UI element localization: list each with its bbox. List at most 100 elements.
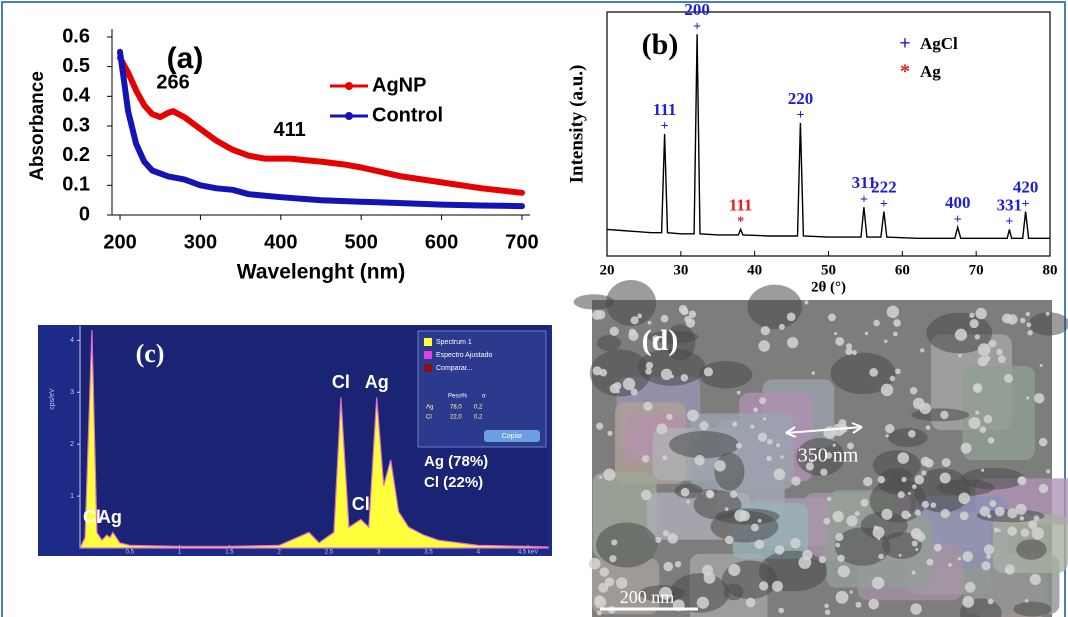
grain (962, 366, 1034, 460)
legend-marker (345, 112, 353, 120)
inset-swatch (424, 351, 432, 359)
inset-item: Comparar... (436, 365, 473, 372)
particle (730, 491, 737, 498)
inset-cell: 0,2 (474, 405, 483, 411)
particle (767, 439, 773, 445)
particle (885, 424, 894, 433)
particle (746, 598, 756, 608)
particle (663, 530, 669, 536)
particle (881, 509, 892, 520)
particle (978, 343, 991, 356)
particle (973, 383, 983, 393)
peak-marker: + (693, 19, 701, 34)
particle (681, 488, 690, 497)
shadow (888, 428, 928, 447)
particle (996, 349, 1002, 355)
shadow (596, 523, 657, 568)
y-tick-label: 0.2 (62, 144, 90, 166)
particle (780, 455, 783, 458)
particle (662, 455, 667, 460)
inset-item: Espectro Ajustado (436, 352, 493, 359)
peak-marker: + (1022, 197, 1030, 212)
particle (714, 460, 725, 471)
particle (600, 567, 610, 577)
y-tick-label: 4 (70, 337, 74, 344)
particle (873, 320, 880, 327)
particle (791, 476, 800, 485)
particle (968, 417, 980, 429)
particle (941, 509, 950, 518)
shadow (1016, 539, 1046, 560)
particle (975, 334, 980, 339)
legend-marker (345, 82, 353, 90)
composition-label: Ag (78%) (424, 453, 488, 470)
particle (655, 537, 661, 543)
composition-label: Cl (22%) (424, 474, 483, 491)
panel-label: (d) (642, 324, 679, 357)
y-tick-label: 1 (70, 493, 74, 500)
particle (1020, 318, 1025, 323)
particle (988, 437, 994, 443)
particle (878, 476, 885, 483)
particle (737, 391, 741, 395)
particle (962, 596, 974, 608)
particle (1027, 330, 1032, 335)
particle (798, 556, 811, 569)
x-tick-label: 500 (345, 231, 378, 253)
particle (1005, 564, 1015, 574)
particle (915, 548, 918, 551)
particle (774, 469, 786, 481)
peak-annotation: 266 (156, 71, 189, 93)
particle (596, 423, 603, 430)
peak-label: Ag (365, 372, 389, 392)
particle (687, 410, 699, 422)
particle (631, 388, 638, 395)
particle (656, 423, 667, 434)
peak-label: Cl (352, 494, 370, 514)
x-tick-label: 20 (600, 262, 615, 278)
particle (975, 308, 986, 319)
peak-label: 420 (1013, 178, 1039, 197)
particle (969, 313, 974, 318)
particle (884, 339, 888, 343)
x-tick-label: 0.5 (126, 550, 135, 556)
legend-symbol: * (900, 61, 910, 83)
particle (895, 368, 901, 374)
x-tick-label: 70 (969, 262, 984, 278)
inset-header: Peso% (448, 394, 468, 400)
particle (787, 312, 796, 321)
shadow (574, 294, 615, 309)
particle (725, 507, 729, 511)
particle (885, 434, 888, 437)
particle (911, 528, 922, 539)
particle (1017, 476, 1026, 485)
particle (934, 544, 942, 552)
particle (596, 310, 606, 320)
x-tick-label: 80 (1043, 262, 1058, 278)
peak-annotation: 411 (274, 119, 306, 141)
particle (855, 511, 860, 516)
inset-panel (418, 331, 546, 447)
peak-marker: * (737, 215, 744, 230)
particle (778, 608, 784, 614)
particle (623, 378, 635, 390)
particle (833, 511, 844, 522)
particle (594, 596, 606, 608)
peak-label: 111 (653, 100, 677, 119)
x-tick-label: 3.5 (424, 550, 433, 556)
particle (758, 519, 762, 523)
particle (824, 604, 829, 609)
particle (637, 314, 642, 319)
legend-label: AgCl (920, 34, 958, 53)
particle (989, 340, 997, 348)
particle (922, 501, 929, 508)
particle (776, 443, 780, 447)
particle (846, 515, 857, 526)
particle (901, 477, 906, 482)
particle (868, 599, 879, 610)
data-line (607, 34, 1050, 238)
particle (1034, 515, 1040, 521)
peak-label: 111 (729, 195, 753, 214)
particle (970, 319, 979, 328)
particle (725, 536, 734, 545)
